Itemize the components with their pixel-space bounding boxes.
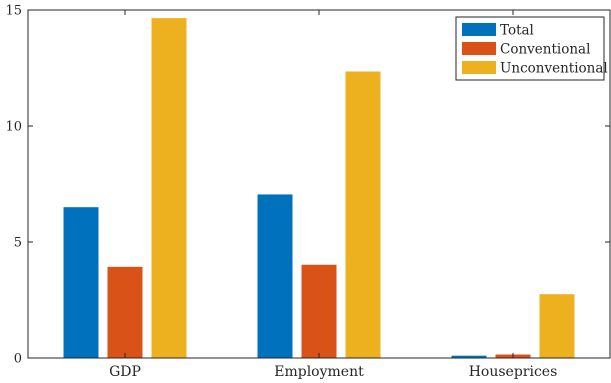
legend-label-conventional: Conventional [500, 42, 590, 58]
y-axis: 0 5 10 15 [5, 4, 610, 367]
y-tick-label: 15 [5, 4, 22, 19]
y-tick-label: 10 [5, 120, 22, 135]
y-tick-label: 5 [14, 236, 22, 251]
legend-swatch-total [462, 23, 496, 36]
bar-gdp-total [63, 207, 99, 358]
bar-employment-total [257, 194, 293, 358]
legend-swatch-conventional [462, 42, 496, 55]
bar-houseprices-unconventional [539, 294, 575, 358]
bars-layer [63, 18, 575, 359]
bar-houseprices-total [451, 355, 487, 358]
legend: Total Conventional Unconventional [455, 16, 608, 81]
x-axis: GDP Employment Houseprices [109, 10, 557, 380]
bar-gdp-conventional [107, 266, 143, 358]
legend-label-total: Total [500, 23, 534, 39]
y-tick-label: 0 [14, 352, 22, 367]
legend-label-unconventional: Unconventional [500, 61, 608, 77]
x-tick-label-employment: Employment [274, 364, 364, 380]
x-tick-label-gdp: GDP [109, 364, 141, 380]
bar-gdp-unconventional [151, 18, 187, 359]
bar-employment-unconventional [345, 71, 381, 358]
legend-swatch-unconventional [462, 61, 496, 74]
x-tick-label-houseprices: Houseprices [469, 364, 558, 380]
bar-employment-conventional [301, 264, 337, 358]
